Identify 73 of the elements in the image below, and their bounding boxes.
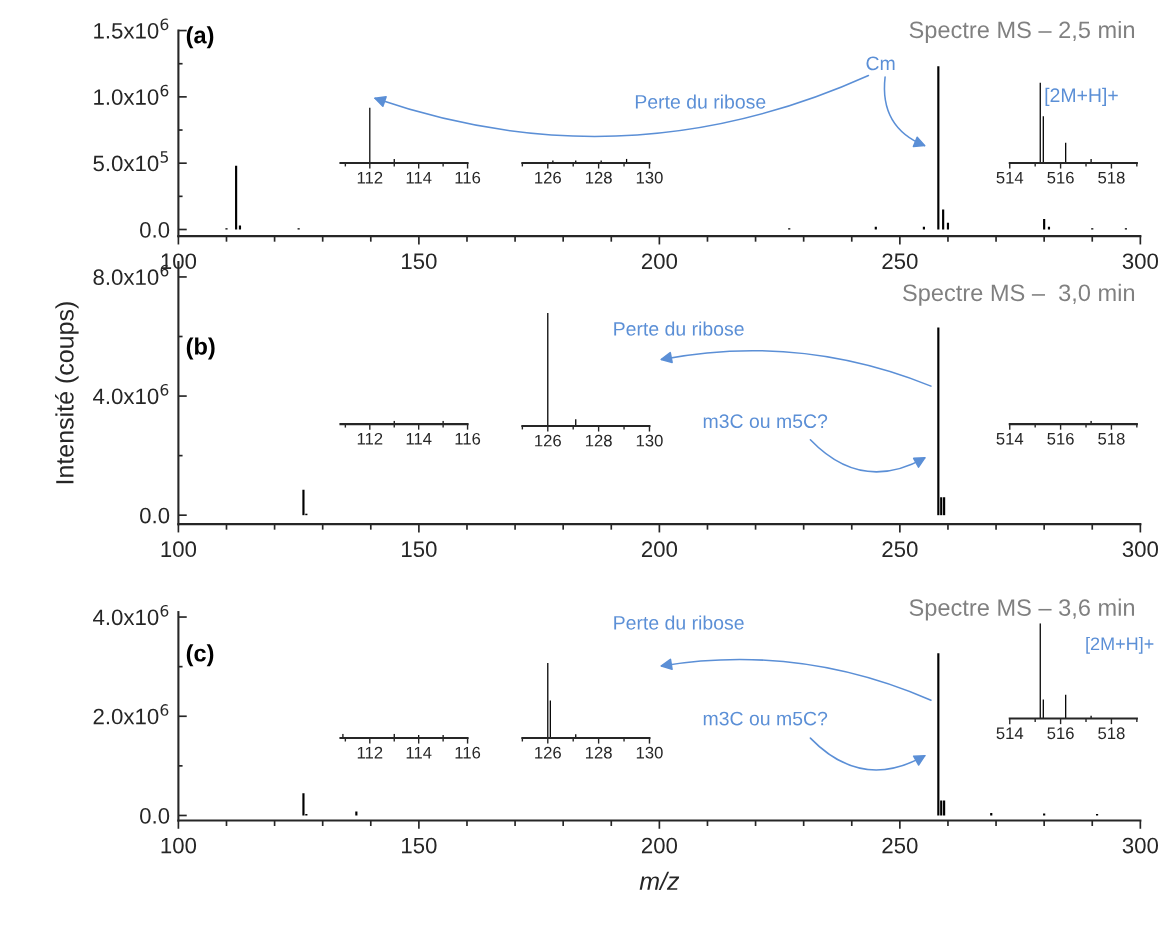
- x-tick-label: 112: [357, 432, 383, 445]
- y-tick-label: 4.0x10$^{6}$: [93, 383, 169, 405]
- x-tick-label: 514: [996, 171, 1024, 184]
- x-tick-label: 516: [1047, 171, 1074, 184]
- x-tick-label: 126: [535, 746, 561, 759]
- x-tick-label: 250: [882, 837, 918, 854]
- y-tick-label: 5.0x10$^{5}$: [93, 151, 168, 172]
- annotation: Perte du ribose: [614, 321, 744, 336]
- x-tick-label: 518: [1098, 171, 1125, 184]
- annotation: (a): [186, 26, 214, 49]
- x-axis-title: m/z: [639, 871, 680, 891]
- x-tick-label: 128: [585, 746, 612, 759]
- annotation: Spectre MS – 3,6 min: [909, 598, 1135, 621]
- y-tick-label: 2.0x10$^{6}$: [93, 704, 169, 725]
- x-tick-label: 112: [357, 171, 383, 184]
- y-axis-title: Intensité (coups): [55, 302, 79, 484]
- x-tick-label: 114: [406, 433, 432, 445]
- annotation: (c): [186, 644, 214, 667]
- x-tick-label: 126: [535, 171, 561, 184]
- x-tick-label: 300: [1122, 541, 1159, 558]
- x-tick-label: 128: [585, 171, 612, 184]
- x-tick-label: 112: [357, 746, 383, 759]
- x-tick-label: 518: [1098, 727, 1125, 740]
- annotation: Spectre MS – 2,5 min: [909, 20, 1135, 43]
- annotation: m3C ou m5C?: [703, 414, 828, 429]
- x-tick-label: 114: [406, 746, 432, 759]
- annotation: (b): [186, 337, 215, 360]
- x-tick-label: 128: [585, 434, 612, 447]
- annotation: [2M+H]+: [1045, 87, 1118, 106]
- bar: [302, 793, 305, 816]
- annotation: Perte du ribose: [614, 615, 744, 630]
- y-tick-label: 0.0: [140, 507, 170, 524]
- y-tick-label: 1.0x10$^{6}$: [94, 84, 169, 105]
- x-tick-label: 514: [996, 433, 1024, 445]
- x-tick-label: 150: [402, 837, 437, 854]
- y-tick-label: 1.5x10$^{6}$: [94, 18, 169, 39]
- annotation: m3C ou m5C?: [703, 711, 828, 726]
- bar: [937, 66, 940, 230]
- x-tick-label: 130: [636, 746, 663, 759]
- x-tick-label: 250: [882, 253, 918, 270]
- x-tick-label: 516: [1047, 727, 1074, 740]
- x-tick-label: 130: [636, 434, 663, 447]
- x-tick-label: 150: [402, 541, 437, 558]
- x-tick-label: 114: [406, 171, 432, 184]
- x-tick-label: 116: [455, 746, 481, 759]
- x-tick-label: 516: [1047, 432, 1074, 445]
- annotation: Cm: [866, 56, 895, 71]
- x-tick-label: 300: [1122, 837, 1159, 854]
- annotation: Perte du ribose: [635, 94, 766, 109]
- x-tick-label: 514: [996, 727, 1024, 740]
- bar: [937, 653, 940, 816]
- x-tick-label: 250: [882, 541, 918, 558]
- x-tick-label: 130: [636, 171, 663, 184]
- x-tick-label: 150: [402, 253, 437, 270]
- bar: [302, 489, 305, 516]
- y-tick-label: 0.0: [140, 222, 170, 238]
- x-tick-label: 518: [1098, 432, 1125, 445]
- x-tick-label: 116: [455, 432, 481, 445]
- bar: [943, 497, 946, 516]
- x-tick-label: 200: [641, 837, 678, 854]
- bar: [937, 327, 940, 516]
- x-tick-label: 200: [641, 541, 678, 558]
- y-tick-label: 4.0x10$^{6}$: [93, 604, 169, 626]
- x-tick-label: 300: [1122, 253, 1159, 270]
- x-tick-label: 100: [161, 541, 197, 558]
- annotation: [2M+H]+: [1086, 636, 1154, 654]
- x-tick-label: 126: [535, 434, 561, 447]
- y-tick-label: 0.0: [140, 808, 170, 824]
- x-tick-label: 100: [161, 837, 197, 854]
- x-tick-label: 116: [455, 171, 481, 184]
- x-tick-label: 200: [641, 253, 678, 270]
- bar: [235, 165, 238, 230]
- annotation: Spectre MS – 3,0 min: [903, 283, 1135, 306]
